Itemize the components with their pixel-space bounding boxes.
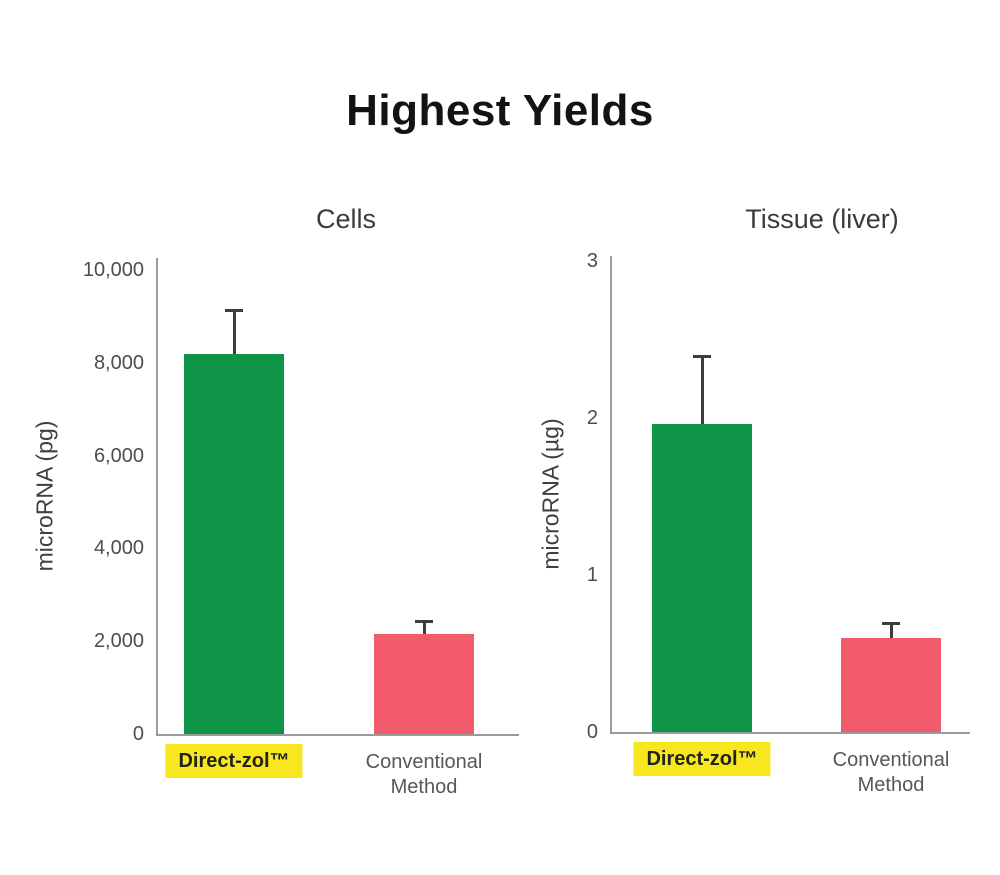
category-label-conventional-method: Conventional Method: [365, 751, 483, 798]
error-bar-cap-conventional-method: [882, 622, 900, 626]
error-bar-direct-zol: [232, 309, 236, 354]
error-bar-conventional-method: [889, 622, 893, 638]
category-label-direct-zol: Direct-zol™: [165, 744, 303, 778]
y-tick-label: 0: [586, 721, 598, 743]
figure-title: Highest Yields: [346, 86, 654, 135]
y-axis-label-tissue-liver: microRNA (µg): [537, 418, 564, 570]
category-label-direct-zol: Direct-zol™: [633, 742, 771, 776]
y-tick-label: 10,000: [82, 259, 144, 281]
plot-area-cells: [156, 258, 519, 736]
y-tick-label: 3: [586, 250, 598, 272]
error-bar-direct-zol: [700, 355, 704, 425]
error-bar-conventional-method: [422, 620, 426, 635]
error-bar-cap-direct-zol: [225, 309, 243, 313]
y-tick-label: 6,000: [93, 444, 144, 467]
chart-title-cells: Cells: [315, 204, 377, 234]
plot-area-tissue-liver: [610, 256, 970, 734]
bar-direct-zol: [184, 353, 284, 734]
bar-conventional-method: [841, 637, 941, 732]
y-tick-label: 2: [586, 407, 598, 429]
y-tick-label: 1: [586, 564, 598, 586]
error-bar-cap-conventional-method: [415, 620, 433, 624]
bar-direct-zol: [652, 424, 752, 732]
category-label-conventional-method: Conventional Method: [832, 749, 950, 796]
error-bar-cap-direct-zol: [693, 355, 711, 359]
y-tick-label: 0: [132, 723, 144, 745]
bar-conventional-method: [374, 634, 474, 734]
y-tick-label: 2,000: [93, 630, 144, 653]
y-tick-label: 8,000: [93, 351, 144, 374]
y-tick-label: 4,000: [93, 537, 144, 560]
chart-title-tissue-liver: Tissue (liver): [745, 204, 899, 234]
